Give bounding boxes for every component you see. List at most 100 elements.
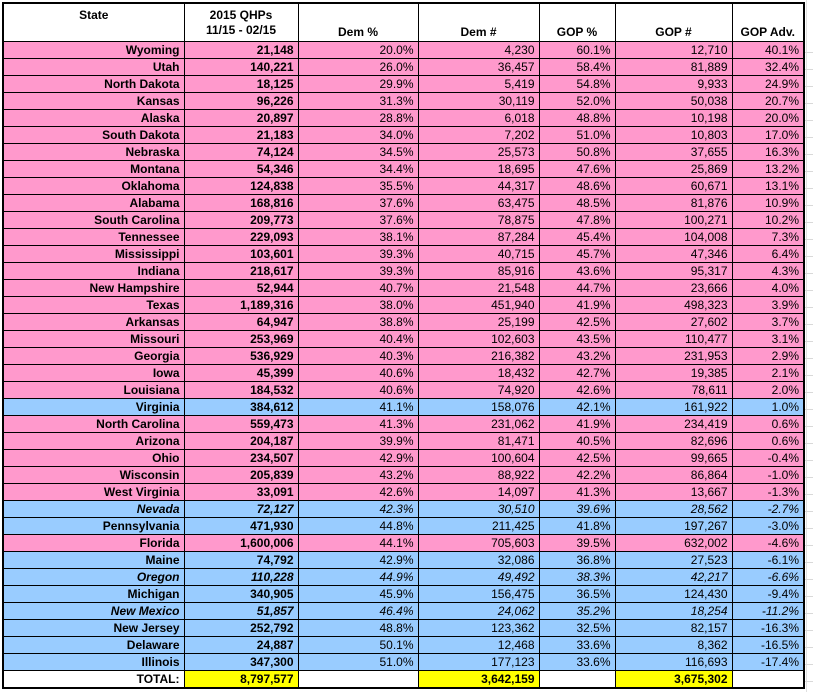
cell-state[interactable]: Oregon: [2, 568, 185, 586]
cell-gop_adv[interactable]: 20.7%: [731, 92, 805, 110]
cell-gop_pct[interactable]: 58.4%: [538, 58, 616, 76]
cell-dem_pct[interactable]: 40.7%: [297, 279, 419, 297]
cell-qhp[interactable]: 218,617: [183, 262, 299, 280]
cell-state[interactable]: South Dakota: [2, 126, 185, 144]
cell-qhp[interactable]: 1,600,006: [183, 534, 299, 552]
cell-gop_num[interactable]: 47,346: [614, 245, 733, 263]
cell-dem_num[interactable]: 85,916: [417, 262, 540, 280]
cell-dem_num[interactable]: 30,510: [417, 500, 540, 518]
cell-gop_num[interactable]: 23,666: [614, 279, 733, 297]
cell-state[interactable]: Utah: [2, 58, 185, 76]
cell-qhp[interactable]: 51,857: [183, 602, 299, 620]
cell-dem_num[interactable]: 18,695: [417, 160, 540, 178]
cell-gop_adv[interactable]: -6.6%: [731, 568, 805, 586]
cell-qhp[interactable]: 340,905: [183, 585, 299, 603]
cell-dem_pct[interactable]: 35.5%: [297, 177, 419, 195]
cell-gop_pct[interactable]: 50.8%: [538, 143, 616, 161]
cell-qhp[interactable]: 168,816: [183, 194, 299, 212]
cell-gop_adv[interactable]: -1.0%: [731, 466, 805, 484]
cell-state[interactable]: Louisiana: [2, 381, 185, 399]
cell-gop_adv[interactable]: 17.0%: [731, 126, 805, 144]
header-dem-num[interactable]: Dem #: [417, 2, 540, 42]
cell-gop_num[interactable]: 124,430: [614, 585, 733, 603]
cell-qhp[interactable]: 20,897: [183, 109, 299, 127]
cell-gop_pct[interactable]: 54.8%: [538, 75, 616, 93]
cell-gop_adv[interactable]: -4.6%: [731, 534, 805, 552]
cell-gop_adv[interactable]: 3.7%: [731, 313, 805, 331]
cell-gop_adv[interactable]: -6.1%: [731, 551, 805, 569]
cell-gop_pct[interactable]: 44.7%: [538, 279, 616, 297]
cell-gop_adv[interactable]: -17.4%: [731, 653, 805, 671]
cell-gop_pct[interactable]: 60.1%: [538, 41, 616, 59]
cell-gop_num[interactable]: 25,869: [614, 160, 733, 178]
cell-qhp[interactable]: 72,127: [183, 500, 299, 518]
cell-dem_pct[interactable]: 42.9%: [297, 449, 419, 467]
cell-dem_num[interactable]: 231,062: [417, 415, 540, 433]
cell-qhp[interactable]: 64,947: [183, 313, 299, 331]
cell-dem_pct[interactable]: 38.8%: [297, 313, 419, 331]
cell-gop_pct[interactable]: 39.6%: [538, 500, 616, 518]
cell-dem_pct[interactable]: 46.4%: [297, 602, 419, 620]
cell-dem_num[interactable]: 78,875: [417, 211, 540, 229]
cell-dem_pct[interactable]: 41.1%: [297, 398, 419, 416]
cell-gop_pct[interactable]: 33.6%: [538, 653, 616, 671]
cell-gop_pct[interactable]: 47.6%: [538, 160, 616, 178]
cell-dem_num[interactable]: 4,230: [417, 41, 540, 59]
cell-dem_num[interactable]: 12,468: [417, 636, 540, 654]
cell-gop_pct[interactable]: 41.3%: [538, 483, 616, 501]
cell-gop_adv[interactable]: 0.6%: [731, 432, 805, 450]
cell-gop_num[interactable]: 116,693: [614, 653, 733, 671]
cell-dem_pct[interactable]: 41.3%: [297, 415, 419, 433]
cell-gop_adv[interactable]: 16.3%: [731, 143, 805, 161]
cell-dem_num[interactable]: 36,457: [417, 58, 540, 76]
cell-dem_num[interactable]: 156,475: [417, 585, 540, 603]
cell-qhp[interactable]: 74,124: [183, 143, 299, 161]
cell-state[interactable]: North Dakota: [2, 75, 185, 93]
cell-gop_num[interactable]: 234,419: [614, 415, 733, 433]
cell-dem_pct[interactable]: 37.6%: [297, 211, 419, 229]
cell-gop_num[interactable]: 104,008: [614, 228, 733, 246]
cell-dem_num[interactable]: 74,920: [417, 381, 540, 399]
cell-state[interactable]: Nebraska: [2, 143, 185, 161]
cell-gop_pct[interactable]: 42.1%: [538, 398, 616, 416]
cell-state[interactable]: New Jersey: [2, 619, 185, 637]
header-qhp[interactable]: 2015 QHPs 11/15 - 02/15: [183, 2, 299, 42]
cell-gop_num[interactable]: 28,562: [614, 500, 733, 518]
cell-state[interactable]: Iowa: [2, 364, 185, 382]
cell-gop_pct[interactable]: 41.9%: [538, 296, 616, 314]
cell-gop_pct[interactable]: 48.5%: [538, 194, 616, 212]
cell-state[interactable]: Tennessee: [2, 228, 185, 246]
cell-gop_pct[interactable]: 42.2%: [538, 466, 616, 484]
cell-qhp[interactable]: 124,838: [183, 177, 299, 195]
cell-gop_num[interactable]: 82,696: [614, 432, 733, 450]
cell-dem_num[interactable]: 216,382: [417, 347, 540, 365]
cell-dem_num[interactable]: 5,419: [417, 75, 540, 93]
cell-state[interactable]: Virginia: [2, 398, 185, 416]
cell-gop_adv[interactable]: -1.3%: [731, 483, 805, 501]
cell-state[interactable]: Michigan: [2, 585, 185, 603]
cell-gop_num[interactable]: 82,157: [614, 619, 733, 637]
cell-gop_adv[interactable]: -16.5%: [731, 636, 805, 654]
header-state[interactable]: State: [2, 2, 185, 42]
cell-gop_pct[interactable]: 43.2%: [538, 347, 616, 365]
cell-gop_num[interactable]: 632,002: [614, 534, 733, 552]
cell-state[interactable]: Illinois: [2, 653, 185, 671]
cell-qhp[interactable]: 205,839: [183, 466, 299, 484]
cell-dem_pct[interactable]: 39.9%: [297, 432, 419, 450]
total-dem-num-cell[interactable]: 3,642,159: [417, 670, 540, 689]
cell-qhp[interactable]: 234,507: [183, 449, 299, 467]
cell-gop_num[interactable]: 50,038: [614, 92, 733, 110]
cell-gop_adv[interactable]: 24.9%: [731, 75, 805, 93]
cell-state[interactable]: New Mexico: [2, 602, 185, 620]
cell-gop_adv[interactable]: 2.9%: [731, 347, 805, 365]
cell-dem_pct[interactable]: 29.9%: [297, 75, 419, 93]
cell-dem_pct[interactable]: 40.6%: [297, 381, 419, 399]
cell-qhp[interactable]: 18,125: [183, 75, 299, 93]
cell-gop_pct[interactable]: 36.8%: [538, 551, 616, 569]
cell-gop_adv[interactable]: 4.3%: [731, 262, 805, 280]
cell-gop_num[interactable]: 78,611: [614, 381, 733, 399]
cell-gop_adv[interactable]: 13.2%: [731, 160, 805, 178]
cell-qhp[interactable]: 209,773: [183, 211, 299, 229]
total-label-cell[interactable]: TOTAL:: [2, 670, 185, 689]
cell-dem_num[interactable]: 158,076: [417, 398, 540, 416]
